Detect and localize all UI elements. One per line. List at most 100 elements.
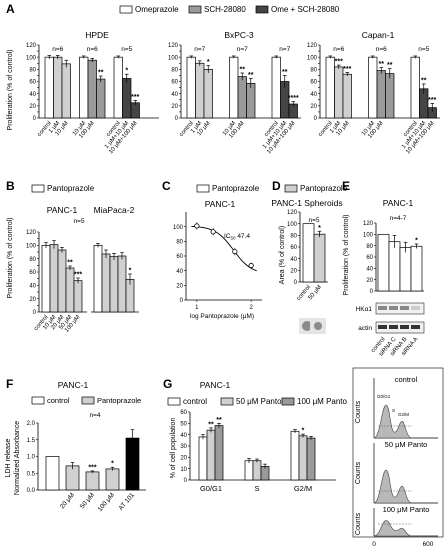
histogram-curve: [373, 469, 413, 504]
bar: [306, 437, 316, 481]
y-tick-label: 0.0: [27, 488, 36, 494]
legend-swatch: [284, 184, 298, 193]
y-tick-label: 80: [29, 257, 36, 263]
subplot-title: Capan-1: [362, 30, 395, 40]
y-tick-label: 30: [180, 444, 187, 450]
bar: [65, 465, 80, 491]
significance-label: ***: [74, 272, 82, 279]
panel-letter-a: A: [6, 2, 15, 16]
y-tick-label: 120: [168, 43, 179, 49]
legend-label: Pantoprazole: [47, 184, 95, 193]
x-tick-label: 20 μM: [59, 492, 76, 510]
bar: [376, 70, 386, 119]
y-axis-label: Area (% of control): [279, 226, 286, 284]
chart-title: PANC-1: [205, 199, 236, 209]
bar: [79, 56, 89, 119]
n-label: n=6: [87, 46, 98, 53]
panel-b: Pantoprazole Proliferation (% of control)…: [7, 184, 139, 334]
significance-label: **: [282, 69, 288, 76]
y-tick-label: 100: [307, 55, 318, 61]
y-tick-label: 20: [29, 104, 36, 110]
bar: [298, 435, 308, 481]
y-tick-label: 100: [173, 225, 184, 231]
blot-band: [411, 325, 420, 329]
bar: [109, 256, 119, 313]
panel-letter-c: C: [162, 179, 171, 193]
legend-swatch: [119, 5, 133, 14]
significance-label: *: [318, 225, 321, 232]
bar: [45, 456, 60, 491]
y-tick-label: 80: [366, 244, 373, 250]
y-tick-label: 1.5: [27, 438, 36, 444]
bar: [73, 280, 83, 313]
bar: [388, 241, 401, 292]
x-tick-label: AT 101: [118, 491, 137, 511]
y-axis-label: Proliferation (% of control): [343, 215, 350, 296]
y-tick-label: 120: [307, 43, 318, 49]
legend-swatch: [81, 396, 95, 405]
y-tick-label: 80: [310, 68, 317, 74]
bar: [290, 430, 300, 481]
bar: [377, 233, 390, 292]
blot-band: [400, 306, 409, 310]
bar: [214, 425, 224, 481]
n-label: n=4: [89, 412, 100, 419]
n-label: n=5: [308, 217, 319, 224]
y-tick-label: 100: [26, 244, 37, 250]
n-label: n=5: [121, 46, 132, 53]
significance-label: **: [67, 260, 73, 267]
y-axis-label: LDH release: [5, 438, 12, 477]
x-tick-label: 50 μM: [79, 492, 96, 510]
n-label: n=4-7: [390, 215, 407, 222]
x-tick-label: S: [254, 484, 259, 493]
n-label: n=5: [418, 46, 429, 53]
y-tick-label: 0: [175, 116, 179, 122]
legend-label: SCH-28080: [204, 5, 246, 14]
legend-swatch: [31, 396, 45, 405]
y-axis-label: Normalized Absorbance: [14, 421, 21, 495]
y-tick-label: 20: [171, 104, 178, 110]
x-tick-label: 100 μM: [97, 492, 116, 513]
y-tick-label: 120: [363, 221, 374, 227]
bar: [271, 56, 281, 119]
chart-title: PANC-1: [200, 380, 231, 390]
panel-letter-f: F: [6, 377, 13, 391]
significance-label: ***: [88, 464, 96, 471]
chart-title: PANC-1: [383, 198, 414, 208]
significance-label: ***: [335, 59, 343, 66]
y-tick-label: 40: [366, 267, 373, 273]
blot-label: actin: [358, 325, 372, 332]
bar: [122, 78, 132, 119]
bar: [368, 56, 378, 119]
legend-label: Ome + SCH-28080: [271, 5, 340, 14]
y-tick-label: 80: [171, 68, 178, 74]
n-label: n=7: [237, 46, 248, 53]
x-tick-label: G0/G1: [200, 484, 222, 493]
significance-label: *: [125, 68, 128, 75]
y-tick-label: 40: [29, 92, 36, 98]
significance-label: **: [216, 417, 222, 424]
blot-label: HKα1: [356, 306, 373, 313]
legend-swatch: [167, 397, 181, 406]
histogram-frame: [352, 367, 444, 538]
y-axis-label: Counts: [355, 400, 362, 423]
histogram-curve: [373, 520, 413, 537]
y-tick-label: 2.0: [27, 421, 36, 427]
ic50-value: 47.4: [236, 233, 251, 240]
bar: [105, 468, 120, 491]
n-label: n=7: [194, 46, 205, 53]
bar: [101, 253, 111, 313]
y-tick-label: 60: [176, 254, 183, 260]
significance-label: *: [129, 268, 132, 275]
y-tick-label: 80: [29, 68, 36, 74]
y-axis-label: Proliferation (% of control): [7, 218, 14, 299]
significance-label: ***: [428, 97, 436, 104]
y-tick-label: 20: [310, 104, 317, 110]
y-tick-label: 20: [176, 284, 183, 290]
panel-f: PANC-1 control Pantoprazole n=4 LDH release N…: [5, 380, 146, 513]
n-label: n=6: [376, 46, 387, 53]
histogram-title: control: [395, 375, 418, 384]
panel-letter-g: G: [163, 377, 172, 391]
significance-label: **: [248, 72, 254, 79]
bar: [41, 244, 51, 313]
